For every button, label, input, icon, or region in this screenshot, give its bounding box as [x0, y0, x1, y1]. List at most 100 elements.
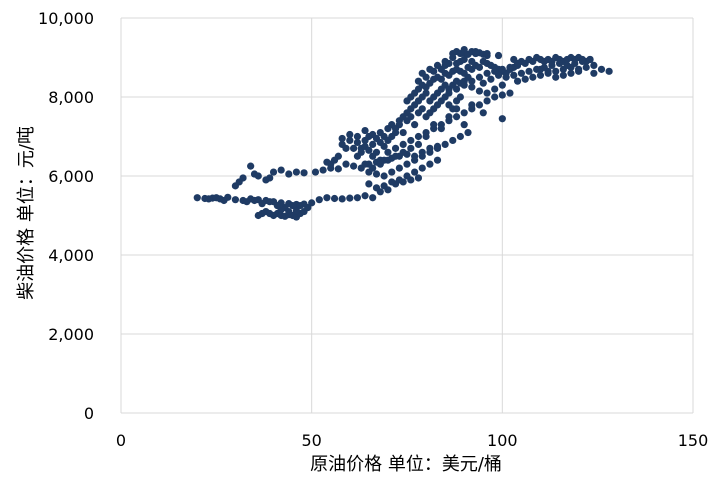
data-point [426, 160, 434, 168]
y-tick-label: 0 [84, 404, 94, 423]
data-point [243, 198, 251, 206]
data-point [269, 168, 278, 176]
data-point [395, 121, 403, 129]
x-tick-label: 50 [301, 431, 321, 450]
data-point [353, 194, 362, 202]
y-tick-label: 4,000 [48, 246, 94, 265]
data-point [498, 65, 506, 73]
data-point [418, 152, 426, 160]
data-point [468, 57, 476, 66]
data-point [559, 71, 567, 79]
data-point [430, 121, 438, 129]
data-point [575, 67, 583, 75]
data-point [277, 166, 285, 174]
data-point [296, 202, 304, 210]
data-point [510, 71, 518, 79]
data-point [399, 140, 407, 148]
data-point [391, 144, 400, 152]
data-point [361, 160, 369, 168]
data-point [506, 63, 514, 71]
data-point [487, 75, 495, 83]
data-point [426, 65, 434, 73]
data-point [384, 148, 392, 156]
data-point [403, 160, 411, 168]
data-point [353, 132, 362, 141]
data-point [193, 194, 201, 202]
data-point [361, 126, 369, 135]
y-tick-label: 2,000 [48, 325, 94, 344]
data-point [258, 209, 266, 218]
data-point [231, 196, 239, 204]
data-point [403, 172, 411, 180]
data-point [411, 156, 419, 164]
data-point [498, 115, 506, 123]
data-point [250, 196, 259, 205]
data-point [586, 55, 594, 64]
data-point [445, 113, 453, 121]
data-point [498, 81, 506, 89]
data-point [460, 121, 468, 129]
data-point [605, 67, 613, 75]
data-point [334, 165, 342, 173]
data-point [315, 196, 323, 204]
data-point [369, 152, 377, 160]
data-points [193, 46, 613, 221]
data-point [346, 136, 354, 145]
data-point [590, 61, 598, 69]
data-point [521, 75, 529, 83]
data-point [479, 79, 487, 87]
data-point [441, 140, 449, 148]
data-point [247, 162, 255, 170]
data-point [346, 130, 354, 139]
y-axis-ticks: 0 2,000 4,000 6,000 8,000 10,000 [38, 9, 94, 423]
data-point [407, 136, 415, 145]
data-point [475, 101, 484, 109]
data-point [369, 194, 377, 202]
data-point [266, 198, 274, 206]
data-point [205, 195, 213, 203]
data-point [529, 73, 537, 81]
data-point [483, 97, 491, 105]
data-point [491, 93, 499, 101]
grid-lines [120, 17, 694, 414]
data-point [571, 59, 579, 68]
y-axis-title: 柴油价格 单位：元/吨 [16, 126, 37, 300]
data-point [513, 77, 522, 85]
data-point [472, 47, 480, 56]
data-point [395, 176, 403, 184]
data-point [311, 168, 320, 176]
data-point [258, 200, 266, 208]
data-point [399, 128, 407, 137]
data-point [372, 184, 381, 192]
data-point [460, 81, 468, 89]
data-point [491, 85, 499, 93]
data-point [517, 69, 526, 77]
data-point [552, 67, 560, 75]
data-point [292, 168, 301, 176]
data-point [483, 89, 491, 97]
data-point [433, 156, 442, 164]
data-point [372, 170, 381, 178]
data-point [418, 69, 426, 77]
data-point [342, 160, 350, 168]
data-point [460, 109, 468, 117]
data-point [369, 140, 377, 148]
data-point [361, 192, 369, 200]
data-point [414, 174, 423, 182]
data-point [552, 73, 560, 81]
data-point [506, 89, 514, 97]
data-point [350, 144, 358, 152]
x-axis-title: 原油价格 单位：美元/桶 [310, 454, 502, 475]
x-tick-label: 150 [678, 431, 709, 450]
data-point [338, 195, 346, 203]
data-point [304, 204, 312, 212]
data-point [407, 144, 415, 152]
data-point [346, 194, 354, 202]
data-point [445, 89, 453, 97]
data-point [483, 69, 491, 77]
data-point [452, 105, 461, 113]
data-point [414, 132, 423, 141]
data-point [563, 61, 571, 69]
data-point [414, 140, 423, 148]
